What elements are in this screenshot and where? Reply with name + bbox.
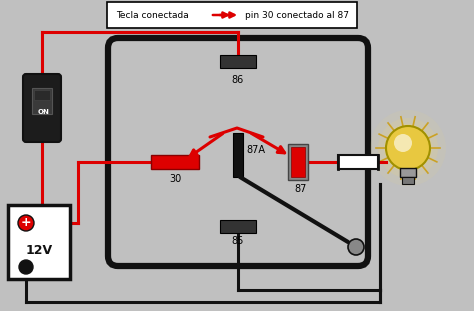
Circle shape xyxy=(378,118,438,178)
Circle shape xyxy=(18,215,34,231)
Circle shape xyxy=(19,260,33,274)
Bar xyxy=(291,147,305,177)
Text: 30: 30 xyxy=(169,174,181,184)
Bar xyxy=(402,177,414,184)
FancyBboxPatch shape xyxy=(108,38,368,266)
Circle shape xyxy=(348,239,364,255)
Circle shape xyxy=(394,134,412,152)
Text: 87: 87 xyxy=(295,184,307,194)
Bar xyxy=(8,205,70,279)
Text: +: + xyxy=(21,216,31,230)
Bar xyxy=(338,155,378,169)
Circle shape xyxy=(386,126,430,170)
Text: Tecla conectada: Tecla conectada xyxy=(116,11,189,20)
Text: 86: 86 xyxy=(232,75,244,85)
Bar xyxy=(400,168,416,177)
Text: 12V: 12V xyxy=(26,244,53,258)
Circle shape xyxy=(370,110,446,186)
FancyBboxPatch shape xyxy=(107,2,357,28)
Bar xyxy=(220,220,256,233)
FancyBboxPatch shape xyxy=(23,74,61,142)
Text: pin 30 conectado al 87: pin 30 conectado al 87 xyxy=(245,11,349,20)
Text: 87A: 87A xyxy=(246,145,265,155)
Text: 85: 85 xyxy=(232,236,244,246)
Bar xyxy=(288,144,308,180)
Bar xyxy=(220,55,256,68)
Bar xyxy=(151,155,199,169)
Bar xyxy=(32,88,52,114)
Bar xyxy=(233,133,243,177)
Text: ON: ON xyxy=(38,109,50,115)
Circle shape xyxy=(384,124,432,172)
Bar xyxy=(34,90,50,100)
Circle shape xyxy=(390,130,426,166)
